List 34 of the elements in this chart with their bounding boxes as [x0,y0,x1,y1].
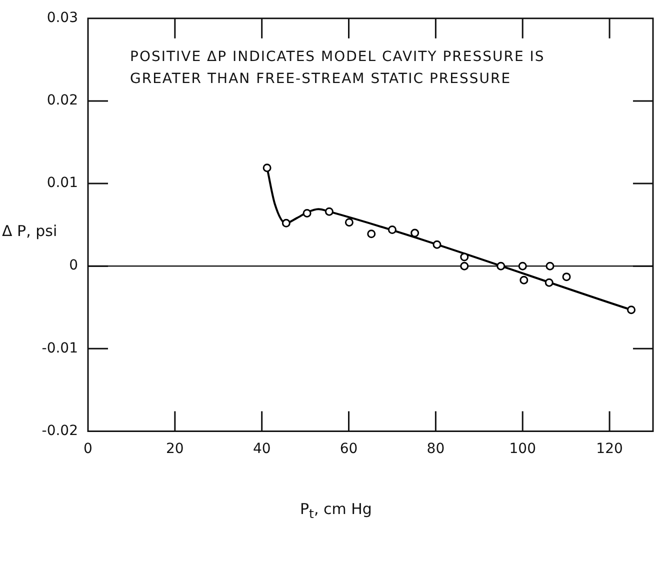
point [520,276,528,284]
point [496,262,506,270]
y-tick-label: -0.02 [42,422,78,439]
point [627,306,636,314]
x-tick-label: 20 [166,441,184,458]
point [460,262,469,270]
point [518,262,527,270]
point [262,164,272,172]
point [282,218,290,228]
point [344,218,354,227]
annotation: POSITIVE ΔP INDICATES MODEL CAVITY PRESSURE IS GREATER THAN FREE-STREAM STATIC PRESSURE [130,48,546,89]
x-tick-label: 0 [84,441,92,458]
y-tick-label: 0 [69,258,78,274]
x-tick-label: 60 [340,441,358,458]
point [324,207,334,216]
point [546,262,554,270]
point [544,278,554,287]
y-tick-label: 0.02 [46,92,78,109]
point [388,226,396,234]
y-tick-label: -0.01 [42,340,78,356]
x-axis-title: P$_{t}$, cm Hg [300,500,372,521]
x-tick-label: 100 [509,441,536,458]
point [562,272,571,282]
point [432,240,442,249]
x-tick-label: 40 [252,441,271,458]
point [302,208,312,218]
point [410,228,420,238]
point [460,252,469,262]
y-axis-title: Δ P, psi [2,222,58,240]
point [367,230,376,238]
y-tick-label: 0.01 [46,175,78,192]
x-tick-label: 80 [426,441,445,458]
x-tick-label: 120 [596,441,623,458]
y-tick-label: 0.03 [46,10,78,26]
